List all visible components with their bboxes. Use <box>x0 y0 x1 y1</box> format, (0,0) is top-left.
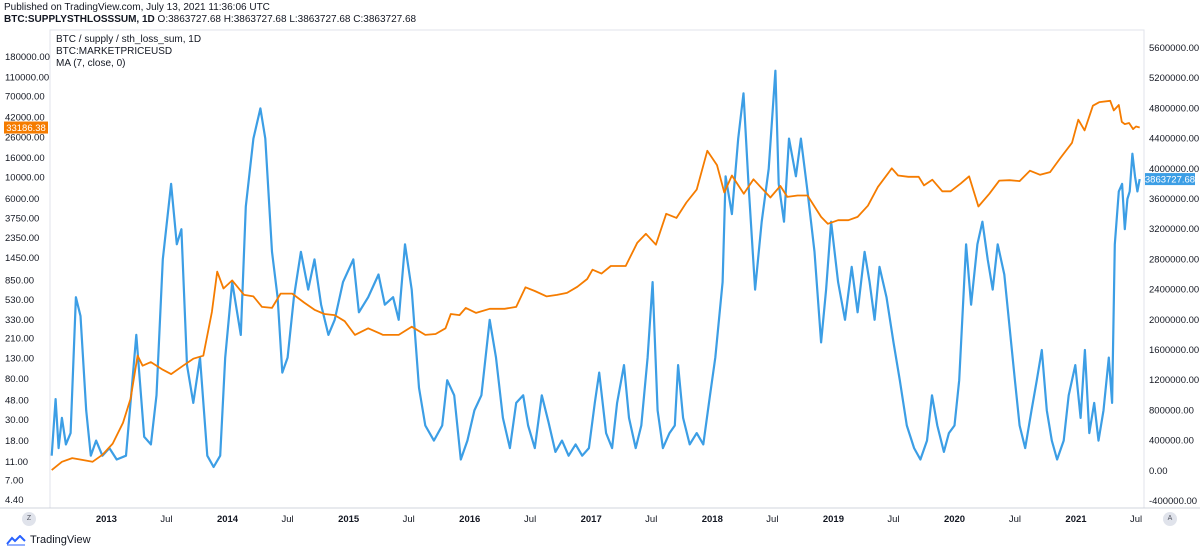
right-tick-label: -400000.00 <box>1149 496 1197 507</box>
ohlc-values: O:3863727.68 H:3863727.68 L:3863727.68 C… <box>157 14 417 25</box>
left-tick-label: 11.00 <box>5 457 28 468</box>
right-tick-label: 5600000.00 <box>1149 43 1199 54</box>
loss-badge <box>1145 173 1195 186</box>
x-tick-label: Jul <box>403 514 415 525</box>
footer-brand-label: TradingView <box>30 534 91 546</box>
left-tick-label: 1450.00 <box>5 253 39 264</box>
left-tick-label: 330.00 <box>5 315 34 326</box>
right-tick-label: 1200000.00 <box>1149 375 1199 386</box>
x-tick-label: Jul <box>645 514 657 525</box>
published-note: Published on TradingView.com, July 13, 2… <box>4 2 270 13</box>
x-tick-label: 2021 <box>1065 514 1087 525</box>
left-tick-label: 48.00 <box>5 395 29 406</box>
left-tick-label: 30.00 <box>5 415 29 426</box>
left-tick-label: 18.00 <box>5 436 29 447</box>
legend-price-series[interactable]: BTC:MARKETPRICEUSD <box>56 46 173 57</box>
left-tick-label: 110000.00 <box>5 73 49 84</box>
series-line-market-price <box>51 99 1140 471</box>
right-tick-label: 2400000.00 <box>1149 285 1199 296</box>
right-tick-label: 3600000.00 <box>1149 194 1199 205</box>
right-tick-label: 400000.00 <box>1149 436 1194 447</box>
x-tick-label: Jul <box>766 514 778 525</box>
x-tick-label: Jul <box>160 514 172 525</box>
right-tick-label: 2800000.00 <box>1149 254 1199 265</box>
x-tick-label: 2017 <box>581 514 602 525</box>
x-tick-label: Jul <box>524 514 536 525</box>
x-tick-label: Jul <box>282 514 294 525</box>
price-badge <box>4 121 48 134</box>
right-tick-label: 2000000.00 <box>1149 315 1199 326</box>
x-tick-label: 2020 <box>944 514 965 525</box>
right-tick-label: 3200000.00 <box>1149 224 1199 235</box>
price-badge-label: 33186.38 <box>6 123 46 134</box>
legend-ma-study[interactable]: MA (7, close, 0) <box>56 58 126 69</box>
symbol-header: BTC:SUPPLYSTHLOSSSUM, 1D O:3863727.68 H:… <box>4 14 416 25</box>
auto-scale-left-button[interactable]: Z <box>22 512 36 526</box>
left-tick-label: 16000.00 <box>5 153 45 164</box>
left-tick-label: 180000.00 <box>5 52 50 63</box>
footer-brand[interactable]: TradingView <box>6 532 91 548</box>
x-tick-label: Jul <box>887 514 899 525</box>
left-tick-label: 80.00 <box>5 374 29 385</box>
right-tick-label: 5200000.00 <box>1149 73 1199 84</box>
left-tick-label: 70000.00 <box>5 91 45 102</box>
right-tick-label: 800000.00 <box>1149 405 1194 416</box>
left-tick-label: 3750.00 <box>5 213 39 224</box>
left-tick-label: 42000.00 <box>5 113 45 124</box>
left-tick-label: 210.00 <box>5 334 34 345</box>
x-tick-label: 2014 <box>217 514 239 525</box>
x-tick-label: 2019 <box>823 514 844 525</box>
left-tick-label: 7.00 <box>5 476 24 487</box>
x-tick-label: 2013 <box>96 514 117 525</box>
series-line-sth-loss <box>50 69 1141 469</box>
auto-scale-right-button[interactable]: A <box>1163 512 1177 526</box>
x-tick-label: 2015 <box>338 514 360 525</box>
x-tick-label: Jul <box>1009 514 1021 525</box>
legend-study-title[interactable]: BTC / supply / sth_loss_sum, 1D <box>56 34 202 45</box>
left-tick-label: 4.40 <box>5 495 24 506</box>
left-tick-label: 10000.00 <box>5 173 45 184</box>
left-tick-label: 2350.00 <box>5 233 39 244</box>
tradingview-logo-icon <box>6 534 26 545</box>
right-tick-label: 1600000.00 <box>1149 345 1199 356</box>
left-tick-label: 530.00 <box>5 295 34 306</box>
left-tick-label: 850.00 <box>5 275 34 286</box>
plot-frame <box>49 29 1145 509</box>
x-tick-label: 2018 <box>702 514 723 525</box>
left-tick-label: 6000.00 <box>5 194 39 205</box>
right-tick-label: 0.00 <box>1149 466 1168 477</box>
right-tick-label: 4400000.00 <box>1149 134 1199 145</box>
right-tick-label: 4000000.00 <box>1149 164 1199 175</box>
symbol-name: BTC:SUPPLYSTHLOSSSUM, 1D <box>4 14 155 25</box>
x-tick-label: 2016 <box>459 514 480 525</box>
left-tick-label: 26000.00 <box>5 133 45 144</box>
right-tick-label: 4800000.00 <box>1149 103 1199 114</box>
x-tick-label: Jul <box>1130 514 1142 525</box>
left-tick-label: 130.00 <box>5 354 34 365</box>
loss-badge-label: 3863727.68 <box>1145 175 1195 186</box>
